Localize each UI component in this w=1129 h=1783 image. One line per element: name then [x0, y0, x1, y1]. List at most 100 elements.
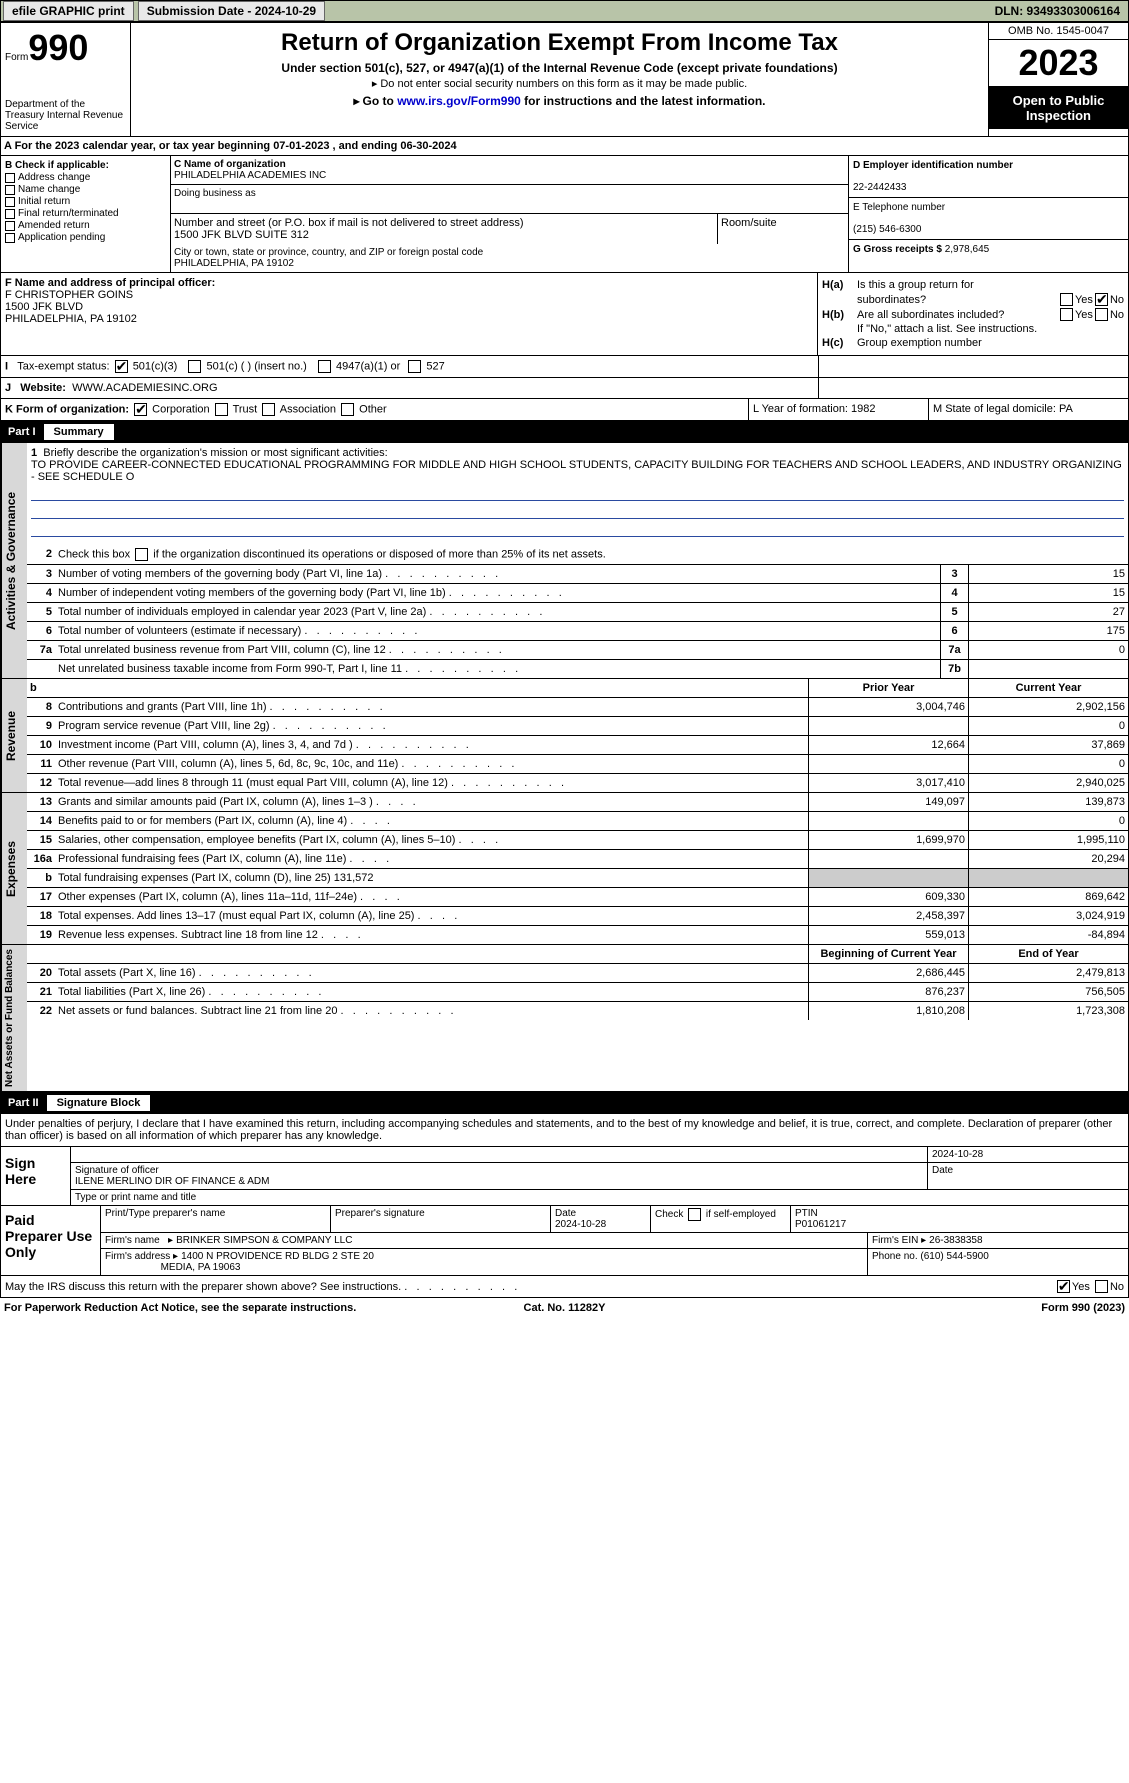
ha-yes[interactable]: [1060, 293, 1073, 306]
website: WWW.ACADEMIESINC.ORG: [72, 382, 217, 394]
revenue-section: Revenue bPrior YearCurrent Year 8Contrib…: [0, 679, 1129, 793]
discuss-no[interactable]: [1095, 1280, 1108, 1293]
chk-4947[interactable]: [318, 360, 331, 373]
sign-here-label: Sign Here: [1, 1147, 71, 1205]
table-row: 19Revenue less expenses. Subtract line 1…: [27, 926, 1128, 944]
row-hc-blank: [818, 356, 1128, 377]
form-title: Return of Organization Exempt From Incom…: [137, 29, 982, 57]
dept-text: Department of the Treasury Internal Reve…: [5, 99, 126, 132]
inspection-badge: Open to Public Inspection: [989, 87, 1128, 129]
org-address: 1500 JFK BLVD SUITE 312: [174, 229, 309, 241]
chk-assoc[interactable]: [262, 403, 275, 416]
org-city: PHILADELPHIA, PA 19102: [174, 258, 294, 269]
table-row: 21Total liabilities (Part X, line 26)876…: [27, 983, 1128, 1002]
col-b-title: B Check if applicable:: [5, 160, 166, 171]
header-mid: Return of Organization Exempt From Incom…: [131, 23, 988, 136]
firm-city: MEDIA, PA 19063: [161, 1262, 241, 1273]
header-left: Form 990 Department of the Treasury Inte…: [1, 23, 131, 136]
officer-name: F CHRISTOPHER GOINS: [5, 289, 813, 301]
sign-here-block: Sign Here 2024-10-28 Signature of office…: [0, 1147, 1129, 1206]
dln-text: DLN: 93493303006164: [995, 4, 1128, 18]
table-row: 9Program service revenue (Part VIII, lin…: [27, 717, 1128, 736]
year-formation: L Year of formation: 1982: [748, 399, 928, 420]
chk-527[interactable]: [408, 360, 421, 373]
expenses-section: Expenses 13Grants and similar amounts pa…: [0, 793, 1129, 945]
table-row: 13Grants and similar amounts paid (Part …: [27, 793, 1128, 812]
table-row: 18Total expenses. Add lines 13–17 (must …: [27, 907, 1128, 926]
table-row: 10Investment income (Part VIII, column (…: [27, 736, 1128, 755]
mission-text: TO PROVIDE CAREER-CONNECTED EDUCATIONAL …: [31, 459, 1122, 483]
chk-name[interactable]: [5, 185, 15, 195]
org-name: PHILADELPHIA ACADEMIES INC: [174, 170, 326, 181]
section-fh: F Name and address of principal officer:…: [0, 273, 1129, 356]
chk-501c3[interactable]: [115, 360, 128, 373]
chk-501c[interactable]: [188, 360, 201, 373]
efile-button[interactable]: efile GRAPHIC print: [3, 1, 134, 21]
column-c: C Name of organizationPHILADELPHIA ACADE…: [171, 156, 848, 272]
table-row: 14Benefits paid to or for members (Part …: [27, 812, 1128, 831]
ptin: P01061217: [795, 1219, 846, 1230]
chk-initial[interactable]: [5, 197, 15, 207]
l4-val: 15: [968, 584, 1128, 602]
part2-header: Part II Signature Block: [0, 1092, 1129, 1114]
submission-button[interactable]: Submission Date - 2024-10-29: [138, 1, 325, 21]
hb-yes[interactable]: [1060, 308, 1073, 321]
irs-link[interactable]: www.irs.gov/Form990: [397, 94, 521, 108]
signature-intro: Under penalties of perjury, I declare th…: [0, 1114, 1129, 1147]
gross-receipts: 2,978,645: [945, 244, 990, 255]
hb-no[interactable]: [1095, 308, 1108, 321]
exp-tab: Expenses: [1, 793, 27, 944]
ein: 22-2442433: [853, 182, 906, 193]
table-row: 22Net assets or fund balances. Subtract …: [27, 1002, 1128, 1020]
chk-trust[interactable]: [215, 403, 228, 416]
chk-discontinued[interactable]: [135, 548, 148, 561]
net-tab: Net Assets or Fund Balances: [1, 945, 27, 1091]
table-row: 20Total assets (Part X, line 16)2,686,44…: [27, 964, 1128, 983]
chk-final[interactable]: [5, 209, 15, 219]
subtitle-3: Go to www.irs.gov/Form990 for instructio…: [137, 94, 982, 108]
firm-addr: 1400 N PROVIDENCE RD BLDG 2 STE 20: [181, 1251, 374, 1262]
footer: For Paperwork Reduction Act Notice, see …: [0, 1298, 1129, 1318]
table-row: 8Contributions and grants (Part VIII, li…: [27, 698, 1128, 717]
column-f: F Name and address of principal officer:…: [1, 273, 818, 355]
discuss-yes[interactable]: [1057, 1280, 1070, 1293]
section-j: J Website: WWW.ACADEMIESINC.ORG: [0, 378, 1129, 399]
l5-val: 27: [968, 603, 1128, 621]
omb-number: OMB No. 1545-0047: [989, 23, 1128, 40]
part1-header: Part I Summary: [0, 421, 1129, 443]
chk-corp[interactable]: [134, 403, 147, 416]
tax-year: 2023: [989, 40, 1128, 87]
l3-val: 15: [968, 565, 1128, 583]
telephone: (215) 546-6300: [853, 224, 921, 235]
paid-preparer-block: Paid Preparer Use Only Print/Type prepar…: [0, 1206, 1129, 1276]
line-a: A For the 2023 calendar year, or tax yea…: [0, 137, 1129, 156]
table-row: 17Other expenses (Part IX, column (A), l…: [27, 888, 1128, 907]
rev-tab: Revenue: [1, 679, 27, 792]
officer-addr1: 1500 JFK BLVD: [5, 301, 813, 313]
column-b: B Check if applicable: Address change Na…: [1, 156, 171, 272]
section-bc: B Check if applicable: Address change Na…: [0, 156, 1129, 273]
table-row: bTotal fundraising expenses (Part IX, co…: [27, 869, 1128, 888]
firm-phone: (610) 544-5900: [920, 1251, 988, 1262]
chk-pending[interactable]: [5, 233, 15, 243]
l7b-val: [968, 660, 1128, 678]
row-i: I Tax-exempt status: 501(c)(3) 501(c) ( …: [1, 356, 818, 377]
netassets-section: Net Assets or Fund Balances Beginning of…: [0, 945, 1129, 1092]
top-bar: efile GRAPHIC print Submission Date - 20…: [0, 0, 1129, 22]
form-header: Form 990 Department of the Treasury Inte…: [0, 22, 1129, 137]
state-domicile: M State of legal domicile: PA: [928, 399, 1128, 420]
subtitle-1: Under section 501(c), 527, or 4947(a)(1)…: [137, 61, 982, 75]
ha-no[interactable]: [1095, 293, 1108, 306]
chk-address[interactable]: [5, 173, 15, 183]
chk-other[interactable]: [341, 403, 354, 416]
governance-section: Activities & Governance 1 Briefly descri…: [0, 443, 1129, 679]
sign-date: 2024-10-28: [932, 1149, 983, 1160]
chk-amended[interactable]: [5, 221, 15, 231]
footer-form: Form 990 (2023): [751, 1302, 1125, 1314]
officer-sig-name: ILENE MERLINO DIR OF FINANCE & ADM: [75, 1176, 269, 1187]
chk-self-employed[interactable]: [688, 1208, 701, 1221]
subtitle-2: Do not enter social security numbers on …: [137, 77, 982, 90]
l6-val: 175: [968, 622, 1128, 640]
gov-tab: Activities & Governance: [1, 443, 27, 678]
section-ij: I Tax-exempt status: 501(c)(3) 501(c) ( …: [0, 356, 1129, 378]
